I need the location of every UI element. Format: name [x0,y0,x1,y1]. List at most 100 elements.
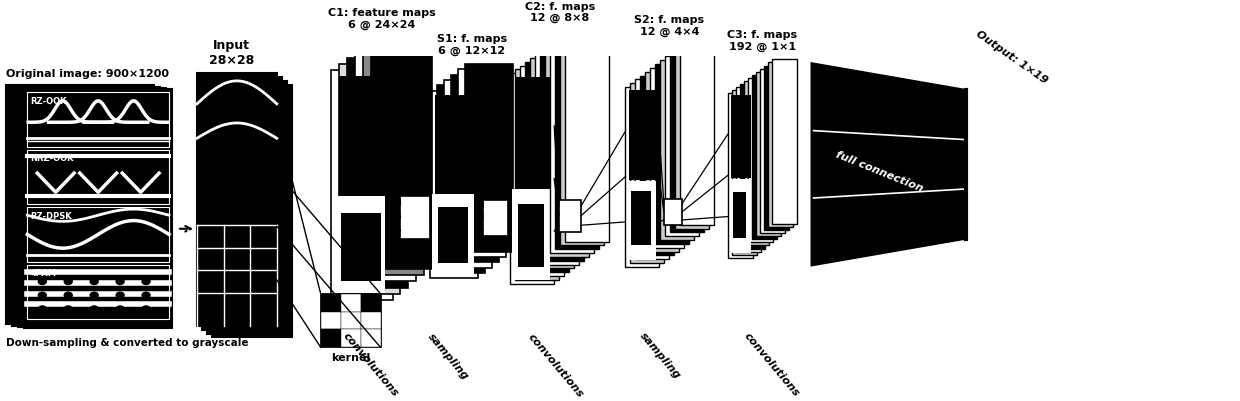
Text: S1: f. maps
6 @ 12×12: S1: f. maps 6 @ 12×12 [436,34,507,57]
Bar [516,77,551,193]
Bar [663,198,682,225]
Bar [207,81,286,334]
Bar [655,64,689,244]
Text: RZ-DPSK: RZ-DPSK [30,212,72,221]
Bar [510,73,554,284]
Text: Output: 1×19: Output: 1×19 [975,29,1049,86]
Bar [401,196,430,239]
Bar [556,39,599,249]
Bar [435,95,475,198]
Bar [12,87,160,326]
Bar [670,53,704,233]
Bar [361,330,381,347]
Bar [512,189,551,279]
Bar [321,294,341,312]
Bar [439,207,469,263]
Bar [465,64,513,251]
Text: sampling: sampling [427,332,471,383]
Bar [341,294,361,312]
Text: convolutions: convolutions [341,330,401,398]
Bar [744,81,769,245]
Bar [565,31,609,242]
Circle shape [64,278,72,285]
Bar [755,72,781,236]
Bar [347,58,408,288]
Bar [526,62,569,272]
Text: C1: feature maps
6 @ 24×24: C1: feature maps 6 @ 24×24 [327,8,435,30]
Circle shape [143,306,150,312]
Bar [771,59,796,224]
Bar [560,35,604,245]
Bar [640,75,673,255]
Text: NRZ-OOK: NRZ-OOK [30,154,74,163]
Bar [665,57,699,236]
Text: convolutions: convolutions [526,332,585,400]
Bar [751,75,776,239]
Bar [6,85,154,324]
Bar [25,89,172,328]
Bar [735,87,760,251]
Bar [768,63,792,227]
Bar [339,64,401,294]
Circle shape [143,292,150,298]
Circle shape [64,306,72,312]
Circle shape [38,292,46,298]
Circle shape [117,292,124,298]
Bar [332,196,384,293]
Text: C2: f. maps
12 @ 8×8: C2: f. maps 12 @ 8×8 [525,2,595,23]
Circle shape [117,278,124,285]
Text: Original image: 900×1200: Original image: 900×1200 [6,69,170,79]
Bar [321,312,341,330]
Bar [536,54,579,265]
Bar [459,69,506,257]
Bar [732,90,756,255]
Text: convolutions: convolutions [742,330,801,398]
Bar [531,58,574,268]
Bar [341,330,361,347]
Bar [341,213,381,282]
Bar [551,43,594,253]
Bar [748,78,773,243]
Bar [559,200,582,232]
Bar [518,204,544,267]
Circle shape [64,292,72,298]
Text: C3: f. maps
192 @ 1×1: C3: f. maps 192 @ 1×1 [727,30,797,52]
Text: full connection: full connection [833,150,924,194]
Polygon shape [811,63,966,265]
Text: S2: f. maps
12 @ 4×4: S2: f. maps 12 @ 4×4 [635,15,704,37]
Circle shape [91,306,98,312]
Text: Input
28×28: Input 28×28 [210,39,254,67]
Bar [541,50,584,261]
Bar [321,330,341,347]
Bar [627,180,656,260]
Text: sampling: sampling [637,330,682,381]
Circle shape [91,278,98,285]
Bar [764,65,789,230]
Bar [675,49,709,229]
Bar [740,84,765,249]
Bar [730,95,750,178]
Circle shape [38,278,46,285]
Bar [341,312,361,330]
Bar [635,79,668,259]
Bar [331,70,393,300]
Bar [202,77,281,330]
Bar [321,294,381,347]
Bar [19,88,166,327]
Bar [371,40,433,269]
Bar [438,85,485,273]
Bar [733,192,745,238]
Circle shape [91,292,98,298]
Bar [660,60,694,240]
Bar [433,194,475,275]
Bar [197,73,277,326]
Bar [212,85,291,337]
Bar [362,46,424,275]
Bar [680,45,714,225]
Bar [546,47,589,257]
Bar [730,179,750,253]
Bar [630,83,663,263]
Bar [625,87,658,267]
Text: Down-sampling & converted to grayscale: Down-sampling & converted to grayscale [6,338,249,348]
Bar [484,200,508,236]
